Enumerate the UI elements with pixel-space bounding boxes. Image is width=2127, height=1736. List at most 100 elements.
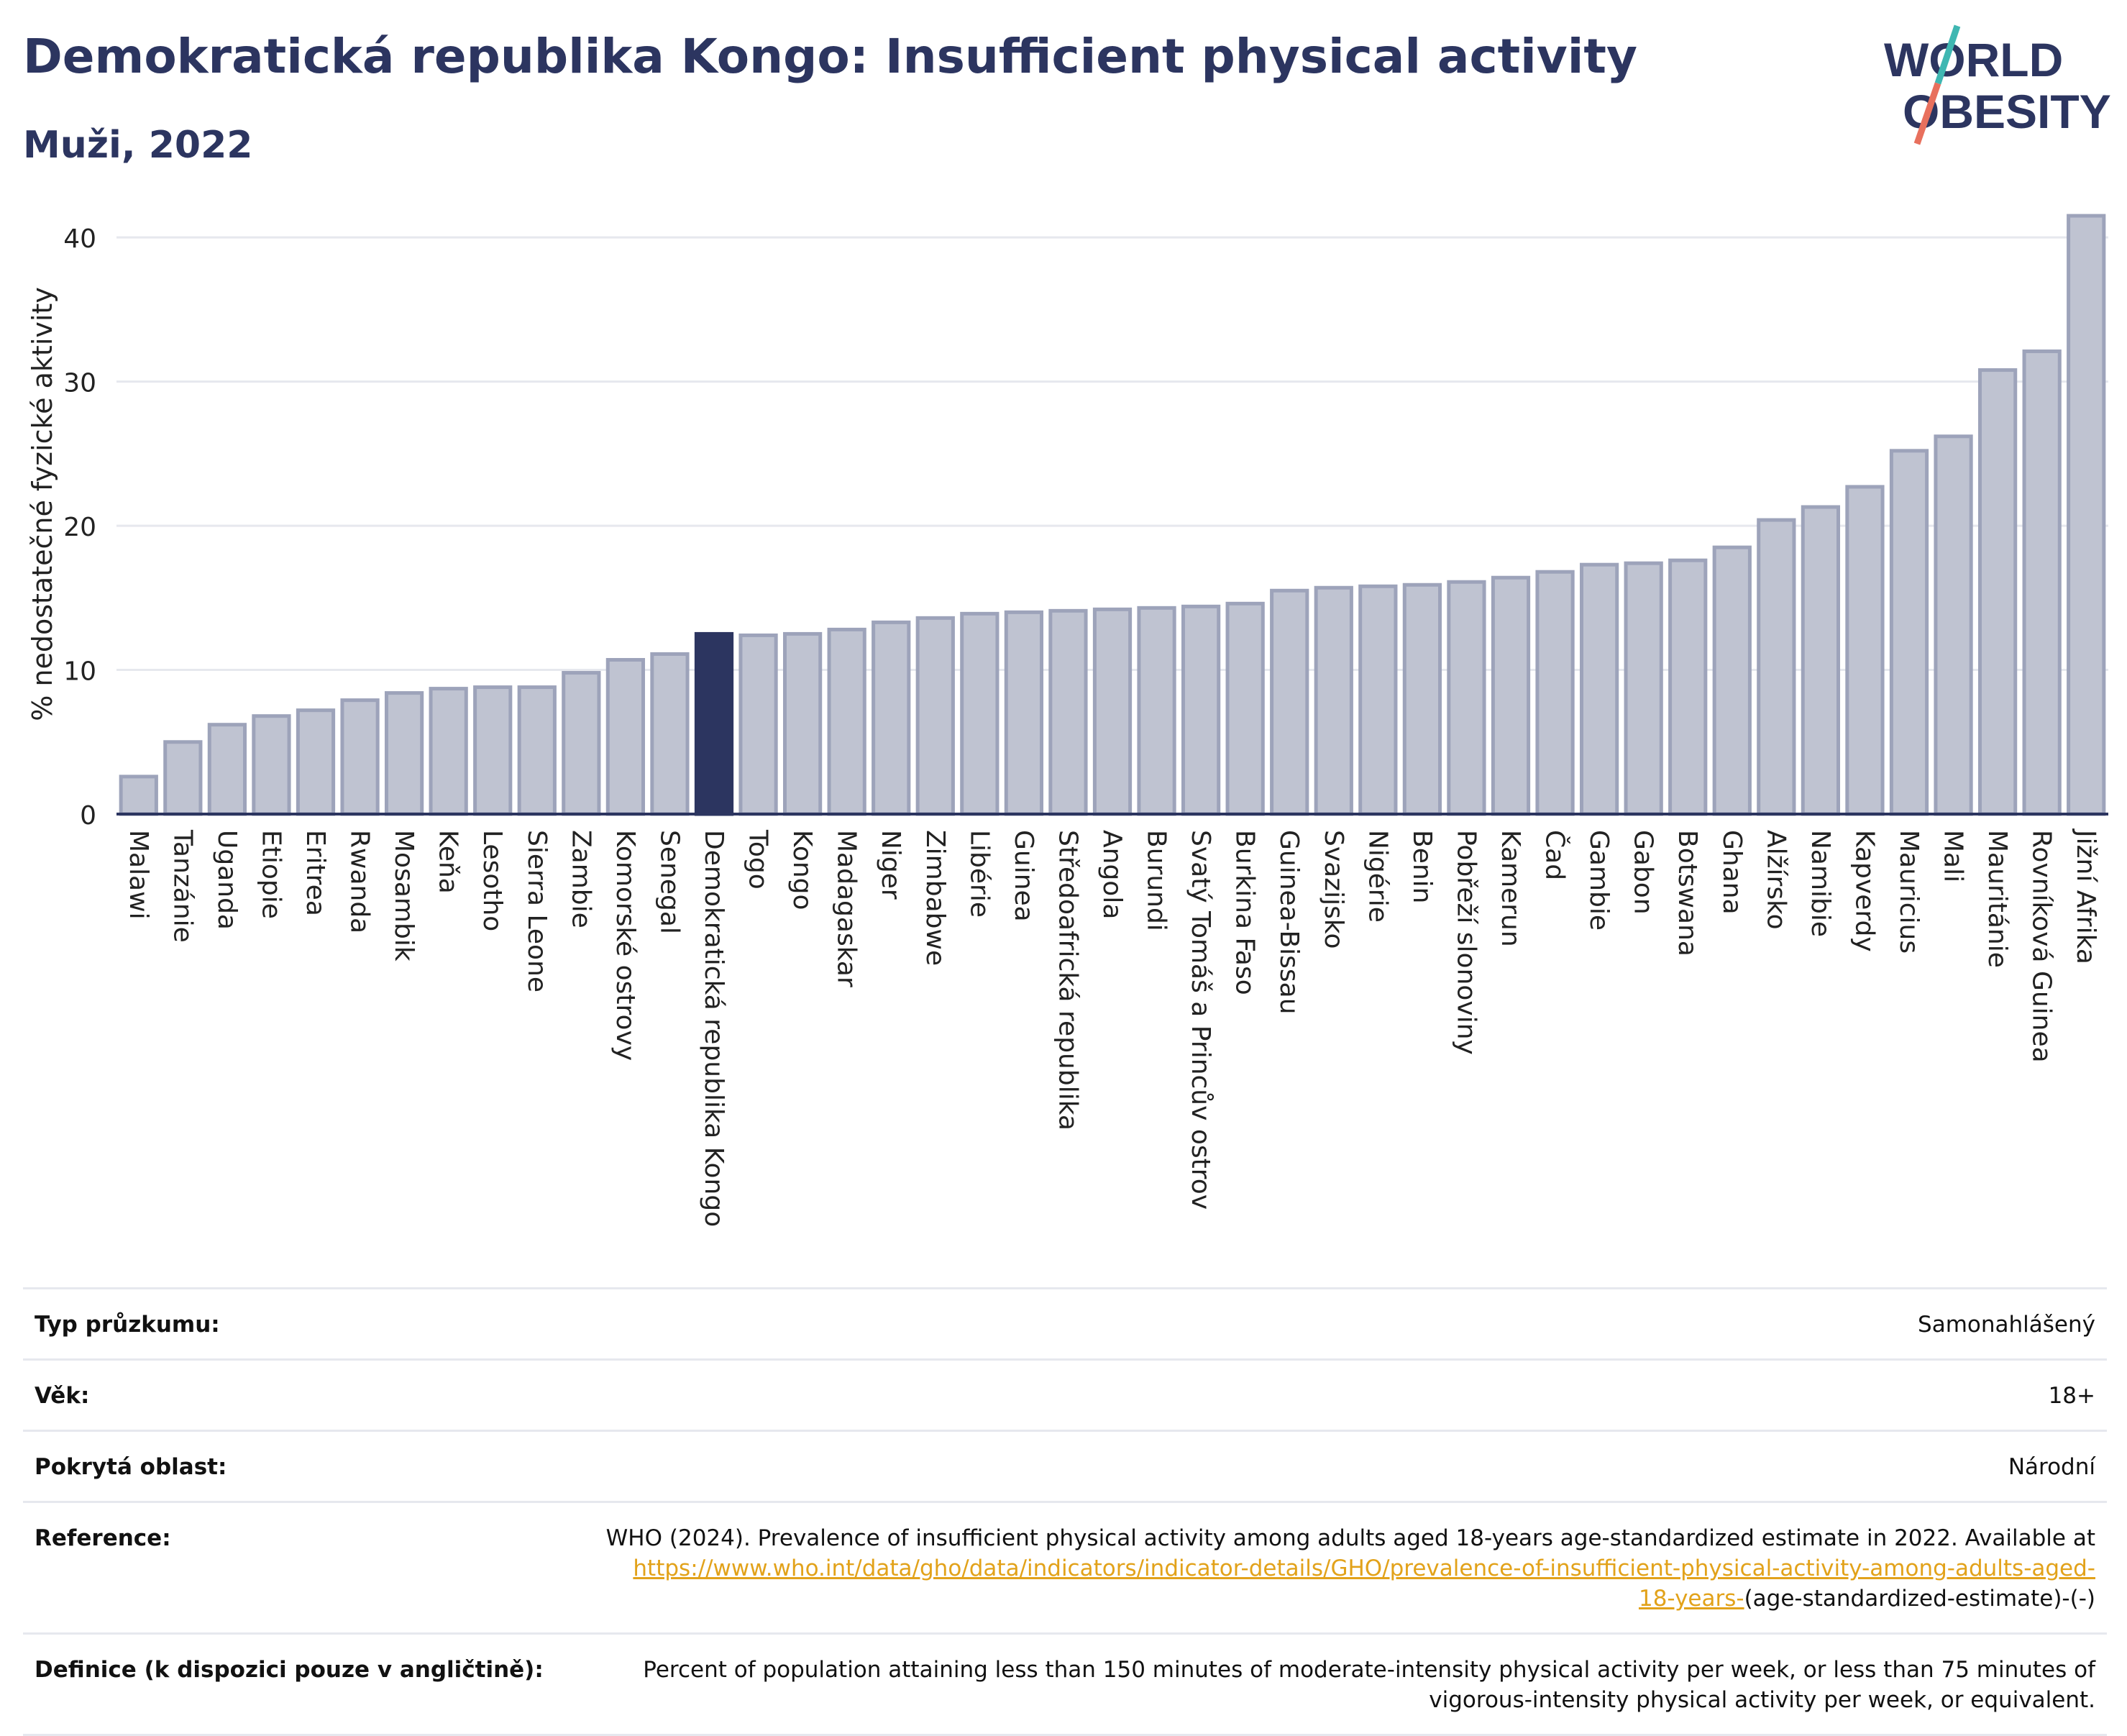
y-tick-label: 0 xyxy=(80,801,96,831)
bar xyxy=(473,685,513,816)
definition-value: Percent of population attaining less tha… xyxy=(643,1657,2095,1713)
x-tick-label: Tanzánie xyxy=(168,829,197,943)
x-tick-label: Komorské ostrovy xyxy=(610,830,640,1061)
bar-chart: 0 10 20 30 40 % nedostatečné fyzické aktivity… xyxy=(27,214,2108,1227)
bar xyxy=(384,691,424,816)
x-tick-label: Zimbabwe xyxy=(920,830,950,966)
bar xyxy=(1668,558,1708,816)
x-tick-label: Guinea xyxy=(1009,830,1038,922)
bar xyxy=(1181,604,1221,816)
bar xyxy=(872,620,911,816)
coverage-label: Pokrytá oblast: xyxy=(35,1454,227,1480)
bar xyxy=(605,658,646,816)
age-value: 18+ xyxy=(2048,1383,2095,1409)
x-tick-label: Botswana xyxy=(1673,830,1702,956)
x-tick-label: Alžírsko xyxy=(1761,830,1790,930)
bar xyxy=(1845,485,1885,816)
reference-text: WHO (2024). Prevalence of insufficient p… xyxy=(605,1525,2095,1551)
x-tick-label: Mauritánie xyxy=(1982,830,2012,968)
bar xyxy=(694,631,734,816)
x-tick-label: Guinea-Bissau xyxy=(1274,830,1304,1015)
coverage-value: Národní xyxy=(2008,1454,2095,1480)
age-label: Věk: xyxy=(35,1383,90,1409)
bar xyxy=(119,775,158,816)
y-tick-label: 40 xyxy=(63,224,96,254)
x-tick-label: Gabon xyxy=(1629,830,1658,915)
x-tick-label: Zambie xyxy=(566,830,595,928)
x-tick-label: Libérie xyxy=(964,830,994,918)
bar xyxy=(1048,608,1088,816)
y-tick-label: 10 xyxy=(63,657,96,687)
bar xyxy=(207,723,247,816)
logo-slash-teal xyxy=(1934,24,1961,85)
bar xyxy=(915,616,955,816)
bar xyxy=(252,714,291,816)
x-tick-label: Lesotho xyxy=(477,830,507,931)
info-table: Typ průzkumu: Samonahlášený Věk: 18+ Pok… xyxy=(23,1287,2107,1736)
x-tick-label: Demokratická republika Kongo xyxy=(699,830,728,1227)
bar xyxy=(1977,368,2018,816)
logo-line-1: WORLD xyxy=(1884,33,2063,86)
bar xyxy=(1447,580,1486,816)
x-tick-label: Malawi xyxy=(124,830,153,920)
bar xyxy=(1889,449,1929,816)
x-tick-label: Jižní Afrika xyxy=(2071,828,2100,964)
x-tick-label: Burundi xyxy=(1142,830,1171,931)
bar xyxy=(1624,561,1663,816)
reference-link[interactable]: https://www.who.int/data/gho/data/indica… xyxy=(633,1555,2095,1612)
x-tick-label: Mauricius xyxy=(1894,830,1924,954)
x-tick-label: Mali xyxy=(1939,830,1968,882)
bar xyxy=(163,740,203,816)
bar xyxy=(429,687,468,816)
reference-suffix: (age-standardized-estimate)-(-) xyxy=(1744,1586,2095,1612)
bar xyxy=(1712,545,1752,816)
info-row-definition: Definice (k dispozici pouze v angličtině… xyxy=(23,1635,2107,1736)
bar xyxy=(1579,562,1619,816)
info-row-age: Věk: 18+ xyxy=(23,1361,2107,1432)
x-tick-label: Angola xyxy=(1097,830,1127,919)
bar xyxy=(782,631,823,816)
x-tick-label: Rwanda xyxy=(345,830,375,933)
x-tick-label: Kamerun xyxy=(1496,830,1525,947)
x-tick-label: Středoafrická republika xyxy=(1053,830,1082,1130)
bar xyxy=(1491,575,1531,816)
bar xyxy=(1757,518,1796,816)
x-tick-label: Svatý Tomáš a Princův ostrov xyxy=(1186,830,1215,1210)
bar xyxy=(1314,585,1353,816)
x-tick-label: Etiopie xyxy=(256,830,285,919)
bar xyxy=(517,685,557,816)
x-tick-label: Kapverdy xyxy=(1849,830,1879,952)
x-tick-label: Madagaskar xyxy=(832,830,861,987)
info-row-survey-type: Typ průzkumu: Samonahlášený xyxy=(23,1289,2107,1361)
bar xyxy=(296,708,336,816)
chart-subtitle: Muži, 2022 xyxy=(23,124,253,167)
world-obesity-logo: WORLD OBESITY xyxy=(1884,24,2111,145)
x-tick-label: Togo xyxy=(744,829,773,890)
bar xyxy=(960,611,1000,816)
chart-title: Demokratická republika Kongo: Insufficie… xyxy=(23,29,1637,84)
survey-type-value: Samonahlášený xyxy=(1918,1312,2095,1338)
x-tick-label: Svazijsko xyxy=(1319,830,1348,949)
bar xyxy=(1004,610,1044,816)
definition-label: Definice (k dispozici pouze v angličtině… xyxy=(35,1657,544,1683)
survey-type-label: Typ průzkumu: xyxy=(35,1312,220,1338)
reference-value: WHO (2024). Prevalence of insufficient p… xyxy=(600,1523,2095,1614)
y-tick-label: 30 xyxy=(63,369,96,398)
x-tick-label: Niger xyxy=(876,830,905,900)
bar xyxy=(1358,584,1398,816)
y-tick-label: 20 xyxy=(63,513,96,542)
x-tick-label: Keňa xyxy=(434,830,463,894)
bar xyxy=(1137,606,1176,816)
reference-label: Reference: xyxy=(35,1525,171,1551)
x-tick-label: Eritrea xyxy=(301,830,330,916)
bar xyxy=(2022,350,2062,816)
bar xyxy=(562,671,601,816)
bar xyxy=(738,633,778,816)
bar xyxy=(1402,583,1442,816)
bar xyxy=(340,698,380,816)
info-row-coverage: Pokrytá oblast: Národní xyxy=(23,1432,2107,1503)
bar xyxy=(650,652,690,816)
bar xyxy=(2067,214,2106,816)
bar xyxy=(1934,434,1973,816)
bar xyxy=(1270,588,1309,816)
